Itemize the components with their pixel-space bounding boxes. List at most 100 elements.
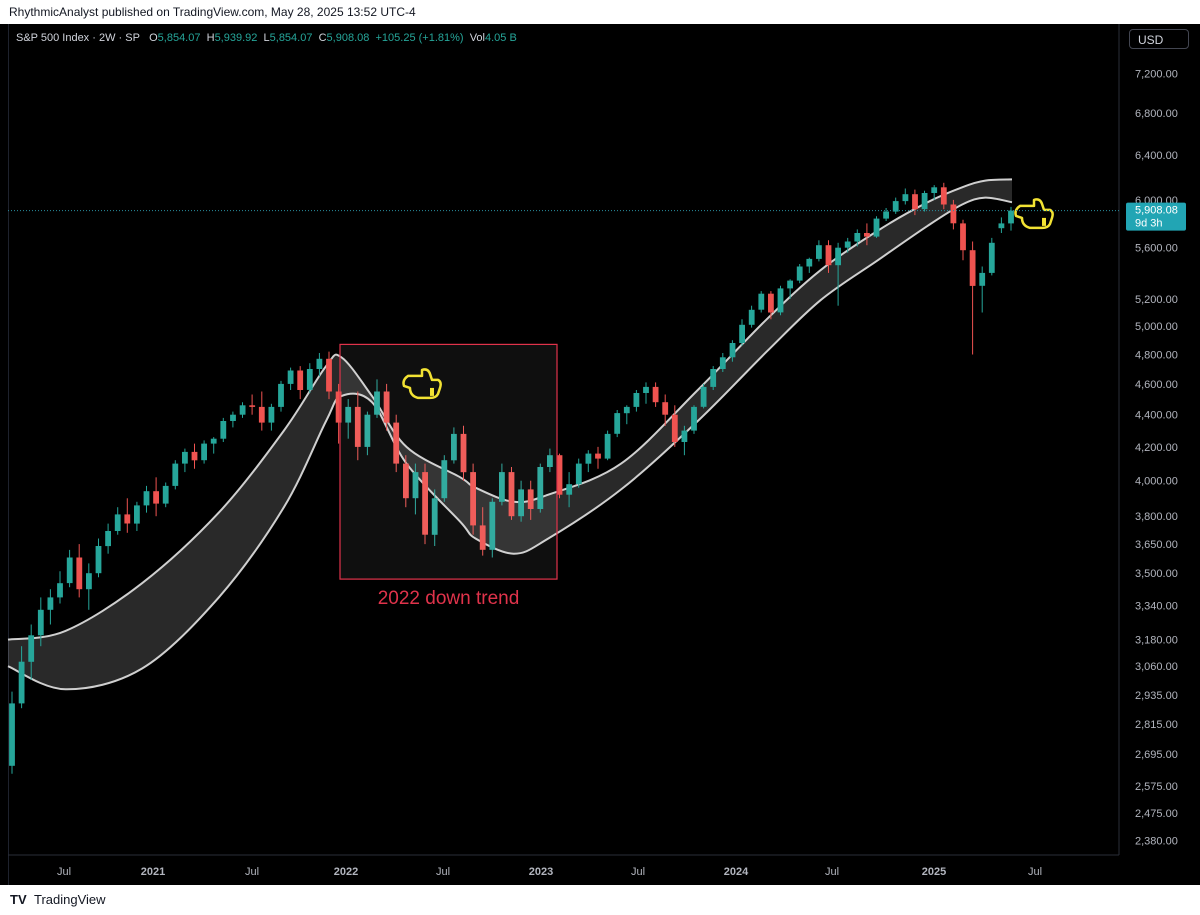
candle-body (518, 489, 524, 517)
candle-body (816, 245, 822, 259)
candle-body (393, 422, 400, 464)
candle-body (806, 258, 813, 267)
candle-body (748, 309, 755, 325)
price-tick-label: 2,475.00 (1135, 808, 1178, 820)
open-value: 5,854.07 (157, 32, 201, 44)
candle-body (28, 635, 35, 662)
candle-body (191, 451, 198, 461)
candle-body (201, 443, 207, 461)
candle-body (124, 514, 131, 524)
open-label: O (149, 32, 158, 44)
candle-body (153, 491, 159, 504)
candle-body (892, 201, 899, 212)
pointing-hand-icon (1014, 198, 1054, 230)
time-tick-label: Jul (436, 866, 450, 878)
candle-body (777, 288, 784, 313)
candle-body (230, 414, 236, 421)
band-upper-line (7, 178, 1013, 641)
candle-body (76, 557, 83, 590)
candle-body (220, 421, 227, 439)
candle-body (403, 463, 409, 499)
close-value: 5,908.08 (326, 32, 370, 44)
time-tick-label: Jul (631, 866, 645, 878)
candle-body (719, 357, 726, 369)
candle-body (921, 193, 928, 210)
price-tick-label: 5,000.00 (1135, 321, 1178, 333)
candle-body (143, 491, 150, 506)
candle-body (57, 583, 63, 598)
candle-body (844, 241, 851, 248)
candle-body (278, 383, 284, 407)
candle-body (527, 489, 534, 509)
price-tick-label: 2,815.00 (1135, 719, 1178, 731)
candle-body (1008, 210, 1014, 224)
candle-body (825, 245, 832, 266)
candle-body (950, 204, 957, 224)
candle-body (134, 505, 140, 524)
candle-body (239, 405, 246, 415)
price-tick-label: 2,935.00 (1135, 690, 1178, 702)
time-tick-label: 2021 (141, 866, 165, 878)
candle-body (796, 266, 803, 281)
candle-body (37, 609, 44, 636)
tradingview-logo-icon: TV (10, 892, 27, 907)
time-tick-label: Jul (1028, 866, 1042, 878)
price-tick-label: 3,340.00 (1135, 601, 1178, 613)
close-label: C (318, 32, 327, 44)
axis-layer: 7,200.006,800.006,400.006,000.005,600.00… (8, 24, 1186, 878)
candle-body (460, 433, 467, 473)
time-tick-label: 2022 (334, 866, 358, 878)
candle-body (585, 453, 592, 464)
price-tick-label: 7,200.00 (1135, 69, 1178, 81)
price-tick-label: 4,600.00 (1135, 379, 1178, 391)
low-value: 5,854.07 (269, 32, 313, 44)
time-tick-label: Jul (245, 866, 259, 878)
candle-body (451, 433, 457, 461)
candle-body (431, 498, 438, 535)
candle-body (210, 438, 217, 444)
currency-button[interactable]: USD (1129, 29, 1189, 49)
candle-body (883, 211, 889, 219)
candle-body (287, 370, 294, 384)
time-tick-label: 2025 (922, 866, 946, 878)
candle-body (249, 405, 256, 407)
candle-body (479, 525, 486, 550)
candle-body (364, 414, 371, 447)
price-tick-label: 5,600.00 (1135, 243, 1178, 255)
candle-body (614, 413, 621, 434)
candle-body (316, 358, 323, 369)
candle-body (873, 218, 880, 237)
candle-body (547, 455, 553, 467)
price-tick-label: 3,650.00 (1135, 539, 1178, 551)
candle-body (979, 272, 986, 286)
vol-label: Vol (469, 32, 485, 44)
attribution-bar: RhythmicAnalyst published on TradingView… (0, 0, 1200, 24)
footer-brand: TradingView (34, 892, 106, 907)
current-price-tag-countdown: 9d 3h (1135, 218, 1163, 230)
candle-body (95, 546, 102, 574)
ohlc-legend: S&P 500 Index · 2W · SP O5,854.07 H5,939… (16, 32, 517, 44)
candle-body (470, 472, 476, 526)
candle-body (643, 386, 649, 393)
candle-body (758, 293, 765, 310)
candle-body (700, 386, 707, 407)
candle-body (854, 233, 861, 242)
candle-body (412, 472, 419, 499)
candle-body (787, 280, 793, 289)
price-tick-label: 3,500.00 (1135, 568, 1178, 580)
candle-body (566, 484, 573, 495)
candle-body (374, 391, 380, 415)
candle-body (575, 463, 582, 485)
candle-body (931, 187, 938, 193)
pointing-hand-outline (402, 368, 442, 400)
candle-body (940, 187, 947, 205)
price-tick-label: 2,380.00 (1135, 835, 1178, 847)
candle-body (969, 250, 976, 286)
price-tick-label: 4,000.00 (1135, 476, 1178, 488)
downtrend-box (339, 343, 558, 580)
change-value: +105.25 (+1.81%) (375, 32, 464, 44)
price-tick-label: 2,575.00 (1135, 781, 1178, 793)
candle-body (18, 661, 25, 704)
candle-body (422, 472, 428, 535)
